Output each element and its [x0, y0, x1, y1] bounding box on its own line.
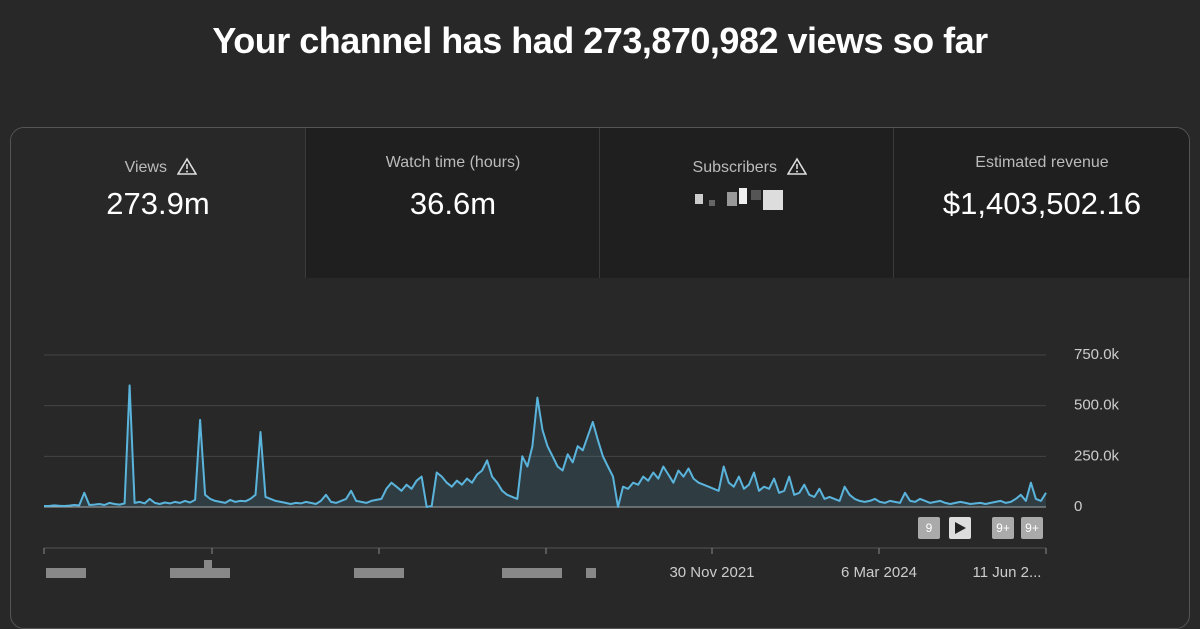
- tab-label-text: Subscribers: [692, 159, 778, 176]
- tab-label: Views: [11, 154, 305, 176]
- tab-label-text: Views: [124, 159, 167, 176]
- x-tick-label: 11 Jun 2...: [973, 564, 1042, 581]
- line: [44, 384, 1047, 508]
- warning-icon: [177, 157, 198, 175]
- tab-value: 273.9m: [106, 186, 210, 221]
- tab[interactable]: Views 273.9m: [11, 128, 305, 278]
- badge-box: [918, 517, 940, 539]
- y-tick-label: 500.0k: [1074, 397, 1120, 414]
- badge-box: [992, 517, 1014, 539]
- badge-label: 9+: [996, 521, 1010, 535]
- area: [44, 385, 1046, 507]
- pixelated-value: [695, 188, 783, 210]
- pixelated-labels: [46, 560, 596, 578]
- tab-label: Estimated revenue: [975, 154, 1109, 171]
- y-tick-label: 750.0k: [1074, 346, 1120, 363]
- page: Your channel has had 273,870,982 views s…: [10, 20, 1190, 629]
- play-icon: [955, 522, 966, 534]
- page-title: Your channel has had 273,870,982 views s…: [212, 20, 988, 61]
- tab[interactable]: Estimated revenue $1,403,502.16: [893, 128, 1189, 278]
- y-tick-label: 0: [1074, 498, 1082, 515]
- tab-label: Watch time (hours): [385, 154, 521, 171]
- y-tick-label: 250.0k: [1074, 447, 1120, 464]
- tab-value: 36.6m: [409, 186, 497, 221]
- x-tick-label: 6 Mar 2024: [841, 564, 917, 581]
- annotation-badge[interactable]: 9+: [1021, 517, 1043, 539]
- tab[interactable]: Subscribers: [599, 128, 894, 278]
- badge-label: 9+: [1025, 521, 1039, 535]
- analytics-card: Views 273.9m Watch time (hours) 36.6m Su…: [10, 127, 1190, 629]
- tab-value: $1,403,502.16: [942, 186, 1142, 221]
- tab-label: Subscribers: [600, 154, 894, 176]
- badge-box: [1021, 517, 1043, 539]
- chart: 0 250.0k 500.0k 750.0k 30 Nov 2021 6 Mar 2024…: [43, 346, 1120, 581]
- tab[interactable]: Watch time (hours) 36.6m: [305, 128, 600, 278]
- annotation-badge[interactable]: 9+: [992, 517, 1014, 539]
- play-badge[interactable]: [949, 517, 971, 539]
- warning-icon: [787, 157, 808, 175]
- x-tick-label: 30 Nov 2021: [669, 564, 754, 581]
- badge-label: 9: [926, 521, 933, 535]
- annotation-badge[interactable]: 9: [918, 517, 940, 539]
